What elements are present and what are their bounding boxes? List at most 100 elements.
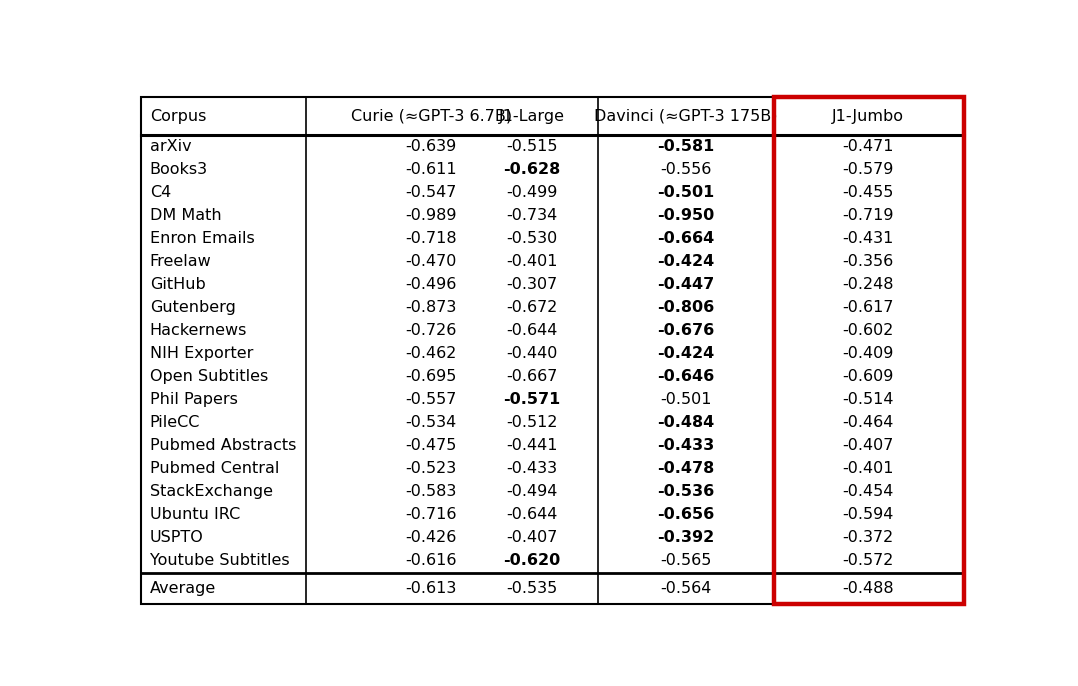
Text: -0.613: -0.613 (405, 581, 457, 596)
Text: -0.494: -0.494 (506, 484, 557, 499)
Text: Open Subtitles: Open Subtitles (150, 369, 268, 384)
Text: -0.547: -0.547 (405, 185, 457, 200)
Text: -0.454: -0.454 (843, 484, 894, 499)
Text: -0.248: -0.248 (843, 277, 894, 292)
Text: -0.557: -0.557 (405, 392, 457, 407)
Text: -0.726: -0.726 (405, 323, 457, 338)
Text: -0.556: -0.556 (661, 162, 711, 177)
Text: -0.594: -0.594 (843, 508, 894, 523)
Text: -0.719: -0.719 (843, 209, 894, 223)
Text: Youtube Subtitles: Youtube Subtitles (150, 554, 289, 569)
Text: -0.407: -0.407 (843, 438, 894, 453)
Text: -0.950: -0.950 (658, 209, 715, 223)
Text: PileCC: PileCC (150, 416, 201, 430)
Text: J1-Large: J1-Large (499, 108, 565, 123)
Text: Books3: Books3 (150, 162, 208, 177)
Text: -0.424: -0.424 (658, 255, 715, 269)
Text: -0.667: -0.667 (506, 369, 557, 384)
Text: -0.401: -0.401 (843, 462, 894, 476)
Text: -0.564: -0.564 (661, 581, 711, 596)
Text: StackExchange: StackExchange (150, 484, 273, 499)
Text: -0.441: -0.441 (506, 438, 557, 453)
Text: -0.501: -0.501 (658, 185, 715, 200)
Text: -0.579: -0.579 (843, 162, 894, 177)
Text: -0.356: -0.356 (843, 255, 894, 269)
Text: -0.431: -0.431 (843, 231, 894, 246)
Text: -0.873: -0.873 (405, 300, 457, 316)
Text: -0.488: -0.488 (843, 581, 894, 596)
Text: -0.409: -0.409 (843, 346, 894, 362)
Text: -0.646: -0.646 (658, 369, 715, 384)
Text: -0.572: -0.572 (843, 554, 894, 569)
Text: -0.602: -0.602 (843, 323, 894, 338)
Text: -0.475: -0.475 (405, 438, 457, 453)
Text: -0.530: -0.530 (506, 231, 557, 246)
Text: -0.424: -0.424 (658, 346, 715, 362)
Text: -0.535: -0.535 (506, 581, 557, 596)
Text: Pubmed Central: Pubmed Central (150, 462, 279, 476)
Text: -0.515: -0.515 (506, 139, 557, 154)
Text: -0.716: -0.716 (405, 508, 457, 523)
Text: -0.462: -0.462 (405, 346, 457, 362)
Text: -0.616: -0.616 (405, 554, 457, 569)
Text: -0.484: -0.484 (658, 416, 715, 430)
Text: -0.620: -0.620 (503, 554, 561, 569)
Text: -0.644: -0.644 (506, 508, 557, 523)
Text: -0.471: -0.471 (843, 139, 894, 154)
Text: -0.609: -0.609 (843, 369, 894, 384)
Text: -0.695: -0.695 (405, 369, 457, 384)
Text: -0.407: -0.407 (506, 530, 557, 545)
Text: Freelaw: Freelaw (150, 255, 211, 269)
Text: -0.512: -0.512 (506, 416, 557, 430)
Text: -0.470: -0.470 (405, 255, 457, 269)
Text: Gutenberg: Gutenberg (150, 300, 236, 316)
Text: -0.392: -0.392 (658, 530, 715, 545)
Text: Curie (≈GPT-3 6.7B): Curie (≈GPT-3 6.7B) (350, 108, 512, 123)
Text: -0.496: -0.496 (405, 277, 457, 292)
Text: -0.514: -0.514 (843, 392, 894, 407)
Text: -0.806: -0.806 (658, 300, 715, 316)
Text: -0.672: -0.672 (506, 300, 557, 316)
Text: GitHub: GitHub (150, 277, 206, 292)
Text: -0.523: -0.523 (405, 462, 457, 476)
Text: NIH Exporter: NIH Exporter (150, 346, 253, 362)
Text: -0.433: -0.433 (506, 462, 557, 476)
Text: -0.565: -0.565 (661, 554, 711, 569)
Text: -0.447: -0.447 (658, 277, 715, 292)
Text: -0.676: -0.676 (658, 323, 715, 338)
Text: -0.455: -0.455 (843, 185, 894, 200)
Text: -0.433: -0.433 (658, 438, 715, 453)
Text: Hackernews: Hackernews (150, 323, 247, 338)
Text: DM Math: DM Math (150, 209, 221, 223)
Text: -0.536: -0.536 (658, 484, 715, 499)
Text: -0.617: -0.617 (843, 300, 894, 316)
Text: -0.534: -0.534 (405, 416, 457, 430)
Text: -0.307: -0.307 (506, 277, 557, 292)
Text: -0.426: -0.426 (405, 530, 457, 545)
Text: -0.664: -0.664 (658, 231, 715, 246)
Text: -0.628: -0.628 (503, 162, 561, 177)
Text: -0.718: -0.718 (405, 231, 457, 246)
Bar (774, 97, 964, 604)
Text: -0.639: -0.639 (405, 139, 457, 154)
Text: Phil Papers: Phil Papers (150, 392, 237, 407)
Text: -0.583: -0.583 (405, 484, 457, 499)
Text: C4: C4 (150, 185, 171, 200)
Text: Ubuntu IRC: Ubuntu IRC (150, 508, 240, 523)
Text: -0.644: -0.644 (506, 323, 557, 338)
Text: -0.501: -0.501 (661, 392, 711, 407)
Text: J1-Jumbo: J1-Jumbo (832, 108, 904, 123)
Text: -0.499: -0.499 (506, 185, 557, 200)
Text: USPTO: USPTO (150, 530, 204, 545)
Text: -0.464: -0.464 (843, 416, 894, 430)
Text: Corpus: Corpus (150, 108, 206, 123)
Text: -0.656: -0.656 (658, 508, 715, 523)
Text: -0.571: -0.571 (503, 392, 561, 407)
Text: -0.611: -0.611 (405, 162, 457, 177)
Text: Average: Average (150, 581, 216, 596)
Text: -0.440: -0.440 (506, 346, 557, 362)
Text: -0.989: -0.989 (405, 209, 457, 223)
Text: -0.581: -0.581 (658, 139, 715, 154)
Text: -0.401: -0.401 (506, 255, 557, 269)
Text: arXiv: arXiv (150, 139, 192, 154)
